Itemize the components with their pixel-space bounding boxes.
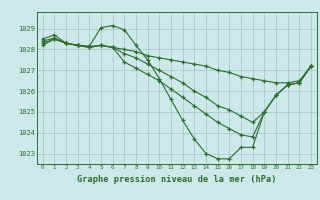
X-axis label: Graphe pression niveau de la mer (hPa): Graphe pression niveau de la mer (hPa) [77,175,276,184]
